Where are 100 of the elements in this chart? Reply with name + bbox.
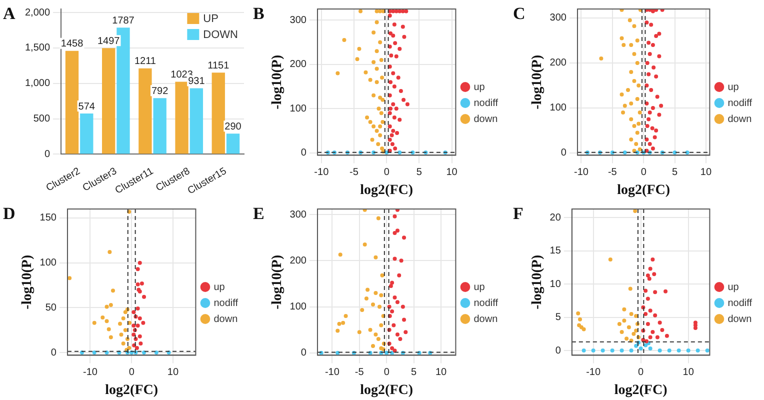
- x-tick-label: -5: [354, 366, 364, 378]
- point: [622, 307, 626, 312]
- point: [390, 133, 394, 138]
- point: [650, 42, 655, 47]
- x-tick-label: -10: [586, 366, 601, 378]
- point: [108, 335, 113, 340]
- point: [685, 150, 690, 154]
- point: [394, 54, 398, 58]
- point: [394, 106, 398, 111]
- y-tick-label: 200: [550, 58, 567, 69]
- point: [648, 110, 652, 114]
- point: [676, 348, 681, 353]
- legend-label: nodiff: [214, 298, 238, 309]
- point: [380, 146, 384, 151]
- x-axis-title: log2(FC): [360, 383, 414, 398]
- point: [632, 78, 636, 83]
- point: [645, 60, 650, 65]
- point: [648, 52, 652, 56]
- chart-title: D: [3, 204, 16, 223]
- chart-title: E: [253, 204, 264, 223]
- point: [636, 83, 641, 88]
- point: [391, 9, 396, 14]
- point: [376, 106, 381, 111]
- point: [610, 348, 614, 353]
- point: [132, 324, 136, 328]
- point: [402, 318, 406, 322]
- point: [398, 337, 402, 342]
- point: [341, 320, 346, 325]
- y-axis-title: -log10(P): [530, 54, 546, 110]
- point: [336, 328, 340, 333]
- point: [644, 312, 648, 316]
- x-tick-label: 10: [446, 166, 458, 178]
- point: [635, 130, 640, 135]
- x-tick-label: -10: [314, 166, 330, 178]
- point: [650, 330, 655, 334]
- point: [644, 288, 648, 293]
- point: [391, 71, 396, 76]
- point: [635, 96, 640, 101]
- point: [379, 111, 384, 116]
- y-tick-label: 1,000: [24, 78, 50, 90]
- point: [402, 236, 406, 240]
- point: [132, 310, 136, 314]
- point: [123, 310, 128, 314]
- point: [652, 135, 657, 140]
- data-label: 1458: [60, 38, 84, 50]
- point: [121, 316, 126, 320]
- point: [634, 344, 638, 348]
- point: [398, 118, 402, 122]
- x-tick-label: 5: [672, 166, 678, 178]
- point: [380, 120, 385, 124]
- point: [686, 348, 690, 353]
- point: [622, 150, 627, 154]
- point: [370, 302, 375, 306]
- point: [388, 14, 392, 18]
- point: [366, 288, 370, 292]
- y-axis-title: -log10(P): [530, 254, 546, 310]
- point: [358, 9, 363, 14]
- x-axis-title: log2(FC): [617, 183, 670, 198]
- point: [380, 98, 385, 102]
- point: [629, 312, 634, 316]
- chart-title: A: [3, 4, 16, 23]
- point: [379, 293, 384, 298]
- point: [646, 296, 650, 301]
- point: [395, 332, 400, 336]
- point: [696, 348, 700, 353]
- point: [370, 344, 375, 348]
- point: [142, 294, 146, 299]
- y-tick-label: 0: [300, 348, 307, 359]
- point: [138, 260, 142, 265]
- point: [357, 330, 362, 334]
- legend-label: down: [728, 314, 752, 325]
- point: [140, 281, 144, 286]
- point: [645, 124, 650, 128]
- data-label: 574: [78, 101, 96, 112]
- point: [374, 332, 378, 336]
- point: [388, 284, 393, 288]
- point: [393, 41, 398, 46]
- point: [578, 317, 582, 322]
- point: [591, 348, 596, 353]
- y-tick-label: 5: [555, 312, 562, 324]
- point: [364, 70, 368, 74]
- point: [374, 80, 379, 84]
- data-label: 290: [224, 121, 242, 132]
- point: [392, 323, 396, 328]
- x-tick-label: -10: [574, 166, 589, 178]
- point: [402, 34, 406, 39]
- point: [392, 348, 397, 353]
- y-tick-label: 150: [40, 212, 57, 224]
- point: [646, 40, 651, 45]
- point: [653, 290, 658, 294]
- point: [654, 74, 658, 78]
- point: [660, 9, 664, 12]
- point: [620, 348, 624, 353]
- legend-label: up: [728, 282, 740, 293]
- y-tick-label: 0: [560, 148, 567, 159]
- point: [119, 332, 124, 337]
- point: [399, 258, 404, 263]
- x-tick-label: 0: [640, 166, 647, 178]
- point: [638, 110, 642, 114]
- point: [648, 308, 652, 313]
